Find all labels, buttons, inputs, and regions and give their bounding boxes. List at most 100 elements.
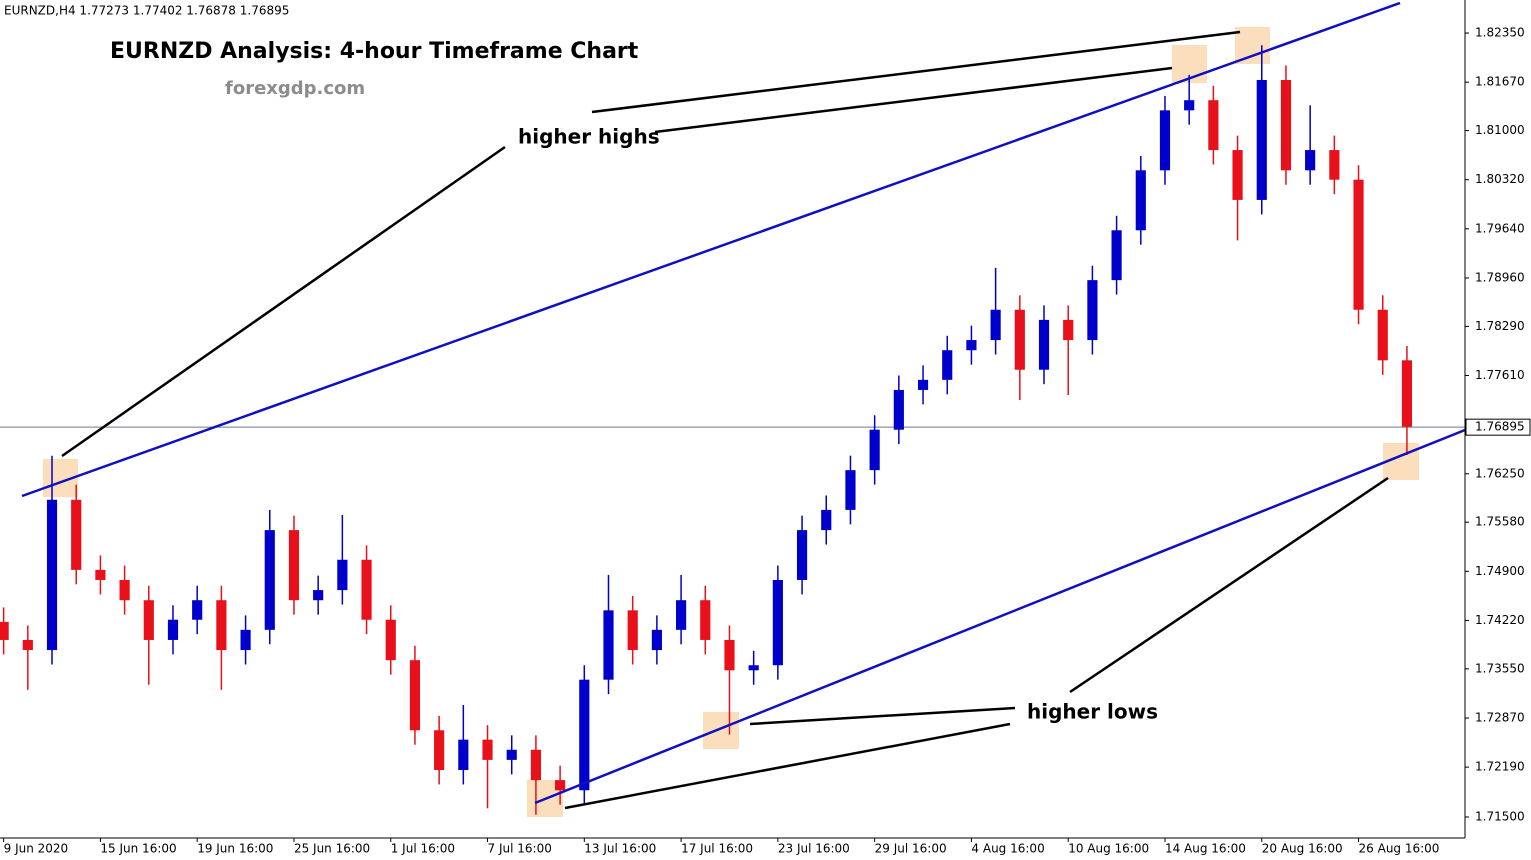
- candle-body: [264, 530, 275, 630]
- candle-body: [676, 600, 687, 630]
- candle-body: [434, 730, 445, 771]
- y-tick-label: 1.78290: [1475, 319, 1525, 333]
- candle-body: [143, 600, 154, 640]
- chart-subtitle: forexgdp.com: [225, 78, 365, 99]
- candle-body: [1377, 309, 1388, 361]
- pointer-line: [1069, 476, 1389, 694]
- y-tick-label: 1.74900: [1475, 564, 1525, 578]
- y-tick-label: 1.72190: [1475, 760, 1525, 774]
- candle-body: [1087, 280, 1098, 341]
- candle-body: [0, 621, 9, 640]
- candle-body: [95, 569, 106, 580]
- current-price-box: [1465, 418, 1531, 436]
- x-tick-label: 25 Jun 16:00: [294, 842, 370, 856]
- x-tick-label: 23 Jul 16:00: [778, 842, 850, 856]
- candle-body: [1232, 150, 1243, 200]
- candle-body: [1256, 79, 1267, 200]
- y-tick-label: 1.77610: [1475, 368, 1525, 382]
- axes: 1.82350 1.81670 1.81000 1.80320 1.79640 1.789…: [3, 26, 1531, 856]
- candle-body: [942, 350, 953, 380]
- candle-body: [1401, 360, 1413, 427]
- candle-body: [119, 579, 130, 601]
- candle-body: [603, 610, 614, 680]
- candle-body: [46, 499, 58, 651]
- candle-body: [990, 309, 1001, 341]
- candle-body: [1159, 110, 1171, 171]
- candle-body: [337, 559, 348, 591]
- y-tick-label: 1.81000: [1475, 123, 1525, 137]
- lower-trend-line: [534, 428, 1466, 805]
- y-tick-label: 1.75580: [1475, 515, 1525, 529]
- candle-body: [1208, 100, 1219, 151]
- pointer-line: [591, 30, 1241, 114]
- pointer-line: [564, 722, 1011, 810]
- candle-body: [71, 499, 82, 570]
- candle-body: [724, 639, 735, 671]
- candle-body: [1111, 230, 1122, 281]
- candle-body: [482, 739, 493, 760]
- pointer-line: [654, 66, 1173, 134]
- y-tick-label: 1.79640: [1475, 221, 1525, 235]
- candle-body: [409, 660, 421, 731]
- y-tick-label: 1.80320: [1475, 172, 1525, 186]
- y-tick-label: 1.76250: [1475, 466, 1525, 480]
- candle-body: [1038, 319, 1050, 370]
- pointer-line: [61, 145, 506, 458]
- pointer-lines: [61, 30, 1389, 810]
- candle-body: [1063, 319, 1074, 341]
- candle-body: [385, 619, 396, 661]
- candle-body: [1353, 179, 1364, 310]
- candles: [0, 45, 1413, 815]
- candle-body: [361, 559, 372, 620]
- y-tick-label: 1.81670: [1475, 75, 1525, 89]
- candle-body: [627, 610, 638, 651]
- y-tick-label: 1.72870: [1475, 710, 1525, 724]
- highlight-box: [1235, 27, 1270, 64]
- candle-body: [845, 470, 856, 510]
- annotation: higher lows: [1027, 700, 1158, 724]
- candle-body: [917, 379, 929, 390]
- y-tick-label: 1.73550: [1475, 661, 1525, 675]
- x-tick-label: 29 Jul 16:00: [875, 842, 947, 856]
- candle-body: [216, 600, 227, 651]
- y-tick-label: 1.74220: [1475, 613, 1525, 627]
- candle-body: [893, 389, 904, 430]
- upper-trend-line: [21, 1, 1401, 498]
- candle-body: [240, 629, 251, 651]
- candle-body: [1280, 79, 1292, 171]
- candle-body: [22, 639, 33, 651]
- candle-body: [1184, 100, 1195, 111]
- x-tick-label: 4 Aug 16:00: [971, 842, 1044, 856]
- x-tick-label: 26 Aug 16:00: [1359, 842, 1440, 856]
- y-tick-label: 1.78960: [1475, 270, 1525, 284]
- candle-body: [555, 780, 566, 791]
- candle-body: [458, 739, 469, 771]
- candle-body: [1014, 309, 1025, 370]
- annotation: higher highs: [518, 125, 660, 149]
- candle-body: [192, 600, 203, 620]
- x-tick-label: 7 Jul 16:00: [488, 842, 552, 856]
- candle-body: [651, 629, 662, 651]
- x-tick-label: 10 Aug 16:00: [1068, 842, 1149, 856]
- x-tick-label: 13 Jul 16:00: [584, 842, 656, 856]
- candle-body: [796, 530, 808, 580]
- x-tick-label: 19 Jun 16:00: [197, 842, 273, 856]
- pointer-line: [749, 706, 1016, 726]
- x-tick-label: 14 Aug 16:00: [1165, 842, 1246, 856]
- candle-body: [748, 665, 759, 671]
- x-tick-label: 17 Jul 16:00: [681, 842, 753, 856]
- candle-body: [167, 619, 179, 640]
- candle-body: [821, 509, 832, 531]
- y-tick-label: 1.71500: [1475, 809, 1525, 823]
- candle-body: [700, 600, 711, 640]
- candle-body: [579, 679, 590, 791]
- x-tick-label: 1 Jul 16:00: [391, 842, 455, 856]
- highlight-box: [703, 712, 739, 749]
- candle-body: [1305, 150, 1316, 171]
- trend-lines: [21, 1, 1466, 805]
- candle-body: [869, 429, 880, 471]
- x-tick-label: 15 Jun 16:00: [100, 842, 176, 856]
- candle-body: [966, 340, 977, 351]
- x-tick-label: 9 Jun 2020: [4, 842, 69, 856]
